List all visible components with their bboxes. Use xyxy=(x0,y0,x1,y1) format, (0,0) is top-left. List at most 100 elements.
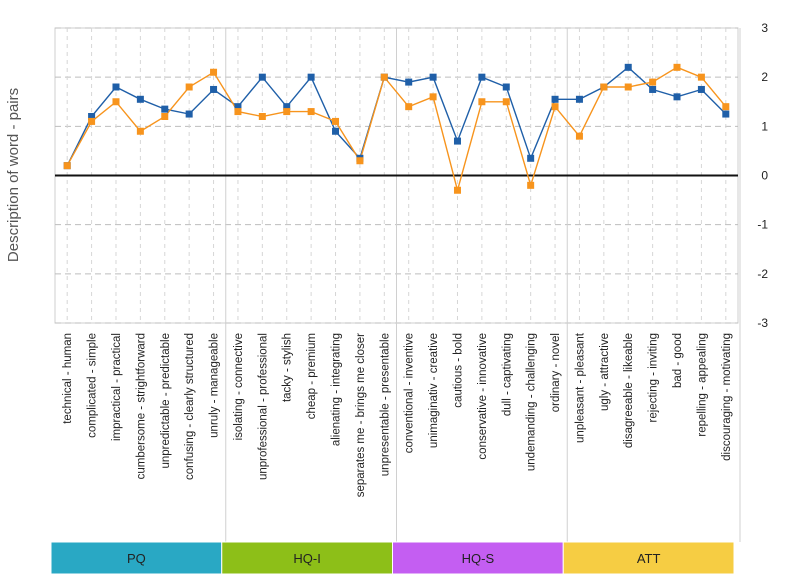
series-2-point xyxy=(551,103,559,111)
series-2-point xyxy=(673,63,681,71)
series-2-point xyxy=(649,78,657,86)
axis-layer: 3 2 1 0 -1 -2 -3 xyxy=(55,21,768,330)
group-band-label: PQ xyxy=(127,551,146,566)
series-2-point xyxy=(527,181,535,189)
x-tick-label: unimaginativ - creative xyxy=(428,333,440,448)
x-tick-label: rejecting - inviting xyxy=(648,333,660,422)
x-tick-label: cheap - premium xyxy=(306,333,318,419)
series-2-point xyxy=(575,132,583,140)
x-tick-label: disagreeable - likeable xyxy=(623,333,635,448)
x-tick-label: complicated - simple xyxy=(87,333,99,438)
x-tick-label: tacky - stylish xyxy=(282,333,294,402)
series-1-point xyxy=(234,103,242,111)
x-tick-label: undemanding - challenging xyxy=(526,333,538,471)
x-tick-label: conventional - inventive xyxy=(404,333,416,453)
group-separators xyxy=(225,28,741,542)
series-2-point xyxy=(502,98,510,106)
series-2-point xyxy=(283,108,291,116)
series-1-point xyxy=(161,105,169,113)
series-2-point xyxy=(185,83,193,91)
series-1-point xyxy=(112,83,120,91)
series-2-point xyxy=(258,113,266,120)
x-tick-label: bad - good xyxy=(672,333,684,388)
series-2-point xyxy=(624,83,632,91)
series-1-point xyxy=(185,110,193,118)
x-tick-label: unpleasant - pleasant xyxy=(574,332,586,443)
group-band-label: HQ-I xyxy=(293,551,320,566)
series-1-point xyxy=(332,127,340,135)
series-1-point xyxy=(697,85,705,93)
y-tick-label: -3 xyxy=(757,316,768,330)
group-band-label: HQ-S xyxy=(462,551,495,566)
x-tick-label: unpresentable - presentable xyxy=(379,333,391,476)
x-tick-label: unpredictable - predictable xyxy=(160,333,172,469)
x-tick-label: dull - captivating xyxy=(501,333,513,416)
series-2-point xyxy=(453,186,461,194)
y-tick-label: 3 xyxy=(761,21,768,35)
series-2-point xyxy=(88,117,96,125)
x-tick-label: alienating - integrating xyxy=(331,333,343,446)
series-layer xyxy=(63,63,730,194)
series-1-point xyxy=(405,78,413,86)
x-tick-label: impractical - practical xyxy=(111,333,123,441)
group-band-att xyxy=(562,541,735,575)
series-2-line xyxy=(66,66,727,194)
y-tick-label: -1 xyxy=(757,218,768,232)
series-1-point xyxy=(502,83,510,91)
group-band-label: ATT xyxy=(637,551,661,566)
x-tick-labels: technical - human complicated - simple imp… xyxy=(62,332,733,497)
y-axis-label: Description of word - pairs xyxy=(5,88,22,262)
series-1-point xyxy=(673,93,681,101)
series-2-point xyxy=(600,83,608,91)
x-tick-label: separates me - brings me closer xyxy=(355,333,367,497)
series-2-point xyxy=(234,108,242,116)
series-2-point xyxy=(332,117,340,125)
x-tick-label: ordinary - novel xyxy=(550,333,562,412)
y-tick-label: 0 xyxy=(761,169,768,183)
series-2-point xyxy=(63,162,71,170)
x-tick-label: unprofessional - professional xyxy=(257,333,269,480)
series-1-point xyxy=(429,73,437,81)
y-tick-label: 1 xyxy=(761,119,768,133)
x-tick-label: isolating - connective xyxy=(233,333,245,440)
series-2-point xyxy=(380,73,388,81)
series-1-point xyxy=(88,113,96,120)
x-tick-label: cautious - bold xyxy=(452,333,464,408)
series-1-point xyxy=(575,95,583,103)
group-bands: PQ HQ-I HQ-S ATT xyxy=(50,541,735,575)
series-1-point xyxy=(307,73,315,81)
series-2-point xyxy=(429,93,437,101)
series-2-point xyxy=(478,98,486,106)
series-1-point xyxy=(258,73,266,81)
x-tick-label: discouraging - motivating xyxy=(721,333,733,461)
series-2-point xyxy=(722,103,730,111)
x-tick-label: cumbersome - stright​forward xyxy=(135,333,147,479)
group-band-pq xyxy=(50,541,223,575)
series-1-point xyxy=(624,63,632,71)
x-tick-label: technical - human xyxy=(62,333,74,424)
series-1-point xyxy=(210,85,218,93)
group-band-hq-s xyxy=(392,541,564,575)
x-tick-label: confusing - clearly structured xyxy=(184,333,196,480)
x-tick-label: repelling - appealing xyxy=(696,333,708,437)
x-tick-label: ugly - attractive xyxy=(599,333,611,411)
series-2-point xyxy=(161,113,169,120)
series-2-point xyxy=(307,108,315,116)
series-1-point xyxy=(649,85,657,93)
series-1-point xyxy=(722,110,730,118)
series-2-point xyxy=(697,73,705,81)
series-1-point xyxy=(283,103,291,111)
series-1-point xyxy=(453,137,461,145)
series-2-point xyxy=(112,98,120,106)
series-1-point xyxy=(136,95,144,103)
series-2-point xyxy=(356,157,364,165)
x-tick-label: conservative - innovative xyxy=(477,333,489,460)
series-1-point xyxy=(551,95,559,103)
series-2-point xyxy=(210,68,218,76)
series-1-line xyxy=(66,66,727,167)
series-1-point xyxy=(478,73,486,81)
series-1-point xyxy=(527,154,535,162)
series-2-point xyxy=(405,103,413,111)
y-tick-label: -2 xyxy=(757,267,768,281)
